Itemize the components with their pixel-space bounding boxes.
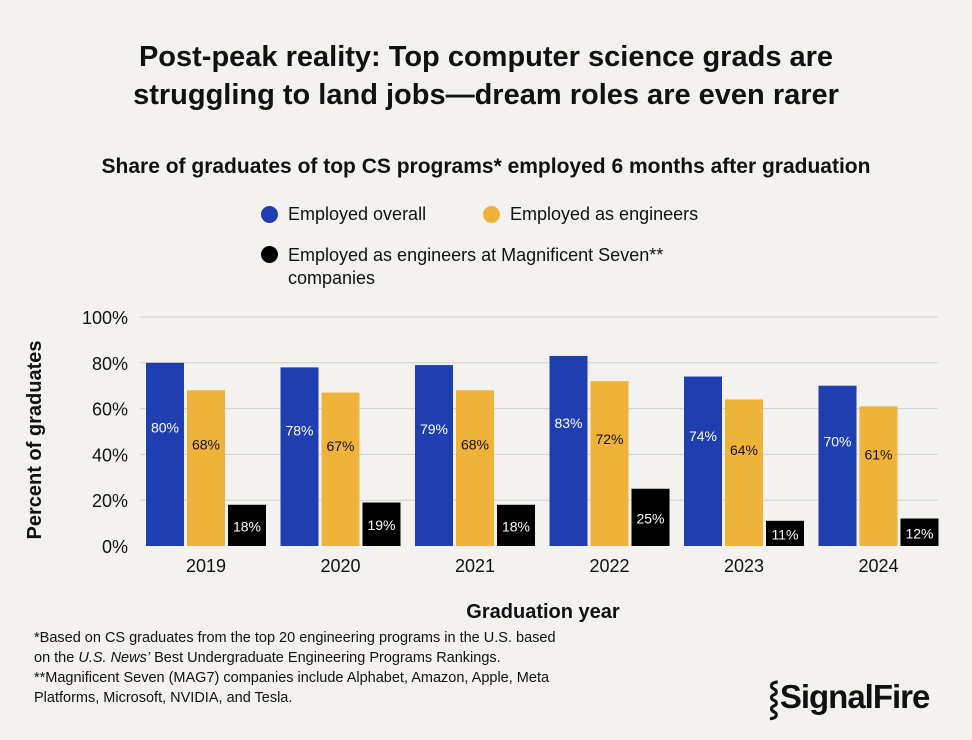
bar-data-label: 80% [151,419,179,435]
legend-item-mag7-engineers: Employed as engineers at Magnificent Sev… [261,244,781,290]
legend-swatch-black [261,246,278,263]
y-tick-label: 100% [82,308,128,328]
y-tick-label: 60% [92,400,128,420]
bar-2024-series-0 [818,385,857,546]
bar-data-label: 68% [192,436,220,452]
legend-item-employed-engineers: Employed as engineers [483,204,698,225]
bar-2019-series-1 [187,390,225,546]
bar-data-label: 74% [689,428,717,444]
signalfire-logo-icon: ⸾ [768,679,780,716]
footnote-line-4: Platforms, Microsoft, NVIDIA, and Tesla. [34,690,293,706]
y-axis-title: Percent of graduates [24,341,46,540]
bar-2021-series-0 [415,365,453,546]
legend-label-line-1: Employed as engineers at Magnificent Sev… [288,245,664,265]
x-tick-label: 2022 [589,556,629,576]
bar-2022-series-2 [631,488,670,546]
bar-2023-series-0 [684,376,722,546]
bar-data-label: 79% [420,421,448,437]
bar-data-label: 68% [461,436,489,452]
chart-title: Post-peak reality: Top computer science … [0,38,972,114]
bar-data-label: 19% [367,517,395,533]
signalfire-logo-text: SignalFire [779,677,931,715]
x-axis-title: Graduation year [466,601,620,623]
bar-data-label: 83% [554,415,582,431]
bar-data-label: 11% [772,526,799,542]
bar-2021-series-1 [456,390,494,546]
bar-2019-series-0 [146,362,184,546]
bar-data-label: 61% [864,446,892,462]
bar-2023-series-1 [725,399,763,546]
y-tick-label: 40% [92,445,128,465]
bar-2020-series-2 [362,502,401,546]
bar-2020-series-0 [280,367,319,546]
x-tick-label: 2019 [186,556,226,576]
bar-2020-series-1 [321,392,360,546]
bar-2019-series-2 [228,504,266,546]
footnote-line-2-post: Best Undergraduate Engineering Programs … [150,650,501,666]
y-tick-label: 80% [92,354,128,374]
footnote-line-3: **Magnificent Seven (MAG7) companies inc… [34,670,550,686]
bar-2023-series-2 [766,520,804,546]
legend-label: Employed overall [288,204,427,224]
footnote: *Based on CS graduates from the top 20 e… [34,628,714,708]
y-tick-label: 20% [92,491,128,511]
legend-label: Employed as engineers at Magnificent Sev… [288,244,663,290]
x-tick-label: 2023 [724,556,764,576]
footnote-line-2: on the U.S. News’ Best Undergraduate Eng… [34,648,714,668]
legend-item-employed-overall: Employed overall [261,204,426,225]
x-tick-label: 2021 [455,556,495,576]
y-tick-label: 0% [102,537,128,557]
bar-data-label: 64% [730,442,758,458]
bar-2021-series-2 [497,504,535,546]
signalfire-logo: ⸾ SignalFire [768,674,931,719]
bar-data-label: 18% [502,518,530,534]
legend-label: Employed as engineers [510,204,699,224]
bar-2024-series-2 [900,518,939,546]
footnote-line-1: *Based on CS graduates from the top 20 e… [34,630,556,646]
x-tick-label: 2024 [858,556,898,576]
title-line-2: struggling to land jobs—dream roles are … [133,79,839,111]
bar-data-label: 25% [636,510,664,526]
bar-2024-series-1 [859,406,898,546]
footnote-line-2-pre: on the [34,650,79,666]
bar-data-label: 12% [905,525,933,541]
x-tick-label: 2020 [320,556,360,576]
legend-label-line-2: companies [288,268,376,288]
chart-subtitle: Share of graduates of top CS programs* e… [101,155,871,178]
bar-data-label: 67% [326,438,354,454]
bar-2022-series-0 [549,355,588,546]
bar-data-label: 70% [823,434,851,450]
bar-data-label: 18% [233,518,261,534]
title-line-1: Post-peak reality: Top computer science … [138,41,834,73]
legend-swatch-blue [261,206,278,223]
legend-swatch-orange [483,206,500,223]
bar-data-label: 72% [595,431,623,447]
bar-data-label: 78% [285,422,313,438]
footnote-line-2-italic: U.S. News’ [78,650,151,666]
bar-2022-series-1 [590,381,629,546]
